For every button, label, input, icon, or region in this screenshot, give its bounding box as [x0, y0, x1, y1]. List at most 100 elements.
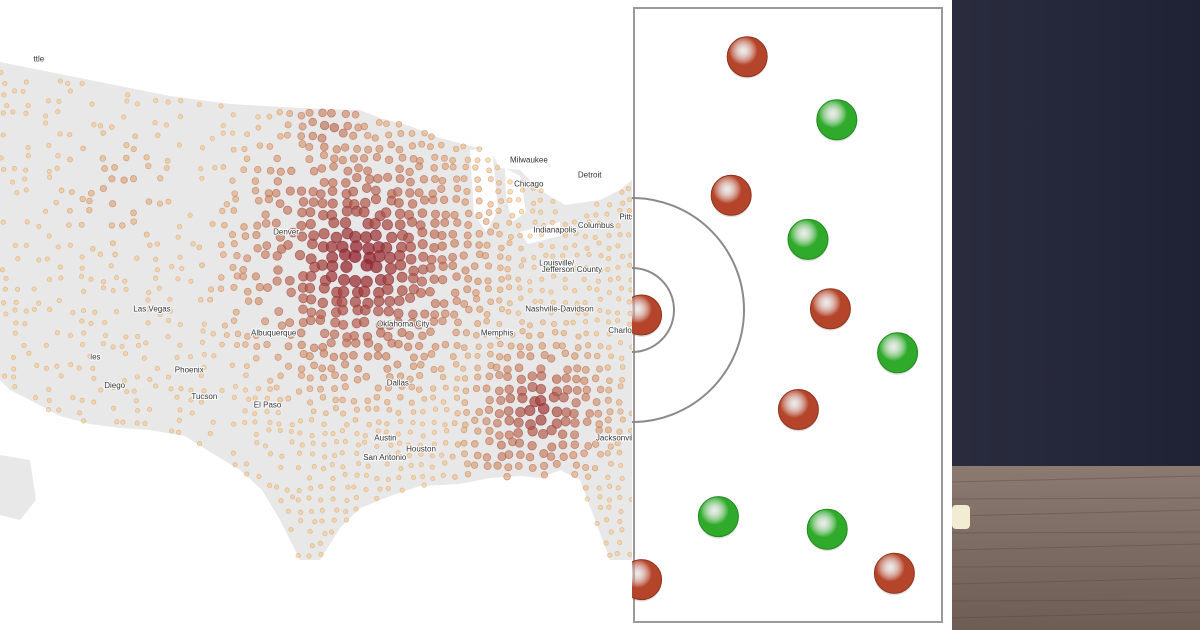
- map-bubble: [604, 517, 610, 523]
- map-bubble: [14, 286, 21, 292]
- map-bubble: [606, 245, 612, 251]
- map-bubble: [575, 310, 581, 316]
- map-bubble: [421, 482, 427, 488]
- map-bubble: [101, 165, 108, 172]
- map-bubble: [581, 393, 590, 402]
- map-bubble: [504, 415, 515, 426]
- map-bubble: [36, 257, 42, 263]
- map-bubble: [417, 208, 428, 218]
- map-bubble: [46, 169, 52, 175]
- map-bubble: [464, 274, 473, 283]
- map-bubble: [272, 276, 282, 286]
- map-bubble: [415, 162, 424, 171]
- map-bubble: [198, 399, 205, 405]
- map-bubble: [359, 154, 369, 163]
- map-bubble: [0, 155, 4, 161]
- map-bubble: [327, 364, 336, 373]
- map-bubble: [441, 162, 449, 170]
- map-bubble: [305, 352, 314, 361]
- map-bubble: [608, 529, 614, 535]
- map-bubble: [460, 439, 468, 447]
- map-bubble: [506, 284, 513, 291]
- map-bubble: [494, 164, 501, 171]
- map-bubble: [496, 320, 503, 327]
- map-bubble: [21, 343, 27, 349]
- map-bubble: [11, 374, 17, 380]
- map-bubble: [543, 264, 549, 270]
- map-bubble: [481, 252, 490, 260]
- map-bubble: [229, 177, 236, 184]
- map-bubble: [297, 371, 306, 379]
- map-bubble: [495, 431, 504, 440]
- map-bubble: [538, 188, 544, 194]
- map-bubble: [1, 166, 7, 173]
- map-bubble: [326, 338, 336, 348]
- map-bubble: [415, 386, 423, 393]
- map-bubble: [487, 350, 494, 358]
- map-bubble: [351, 110, 360, 119]
- map-bubble: [145, 198, 153, 205]
- map-bubble: [337, 286, 350, 298]
- map-bubble: [25, 153, 31, 159]
- map-bubble: [606, 344, 612, 351]
- map-bubble: [168, 386, 174, 392]
- city-label: Detroit: [578, 171, 602, 180]
- map-bubble: [437, 241, 447, 251]
- map-bubble: [485, 209, 493, 216]
- map-bubble: [584, 342, 592, 349]
- map-bubble: [453, 341, 461, 350]
- map-bubble: [244, 131, 250, 138]
- map-bubble: [100, 279, 107, 285]
- map-bubble: [437, 184, 446, 193]
- map-bubble: [474, 320, 482, 328]
- map-bubble: [113, 275, 120, 281]
- map-bubble: [493, 461, 502, 470]
- map-bubble: [538, 209, 544, 215]
- map-bubble: [286, 110, 294, 118]
- map-bubble: [532, 219, 538, 225]
- map-bubble: [283, 205, 293, 215]
- map-bubble: [464, 460, 471, 468]
- map-bubble: [239, 266, 248, 274]
- map-bubble: [267, 386, 273, 392]
- map-bubble: [297, 111, 306, 120]
- us-bubble-map: ttle Las Vegas les Diego Phoenix Tucson Albuqu…: [0, 54, 632, 560]
- map-bubble: [443, 428, 450, 434]
- map-bubble: [373, 393, 381, 401]
- green-point: [806, 508, 848, 550]
- map-bubble: [243, 287, 252, 296]
- map-bubble: [539, 276, 545, 282]
- map-bubble: [102, 319, 108, 326]
- red-point: [809, 288, 851, 330]
- map-bubble: [156, 285, 162, 291]
- map-bubble: [536, 371, 547, 381]
- city-label: ttle: [34, 55, 45, 64]
- map-bubble: [583, 330, 590, 337]
- map-bubble: [572, 288, 578, 294]
- map-bubble: [276, 421, 282, 427]
- map-bubble: [464, 352, 472, 359]
- red-point: [632, 559, 663, 601]
- map-bubble: [597, 296, 603, 302]
- map-bubble: [441, 210, 450, 220]
- map-bubble: [318, 483, 324, 490]
- map-bubble: [243, 254, 252, 263]
- map-bubble: [527, 287, 533, 294]
- map-bubble: [454, 375, 461, 382]
- map-bubble: [165, 99, 171, 105]
- map-bubble: [607, 443, 614, 450]
- red-point: [777, 389, 819, 430]
- diagram-frame: [633, 7, 943, 623]
- map-bubble: [165, 334, 171, 340]
- map-bubble: [393, 250, 406, 262]
- map-bubble: [327, 108, 336, 118]
- map-bubble: [487, 228, 495, 236]
- map-bubble: [572, 266, 578, 272]
- map-bubble: [373, 343, 383, 352]
- map-bubble: [220, 123, 226, 129]
- map-bubble: [276, 167, 285, 176]
- map-bubble: [597, 267, 604, 273]
- map-bubble: [414, 188, 424, 198]
- map-bubble: [133, 398, 139, 404]
- map-bubble: [230, 207, 238, 214]
